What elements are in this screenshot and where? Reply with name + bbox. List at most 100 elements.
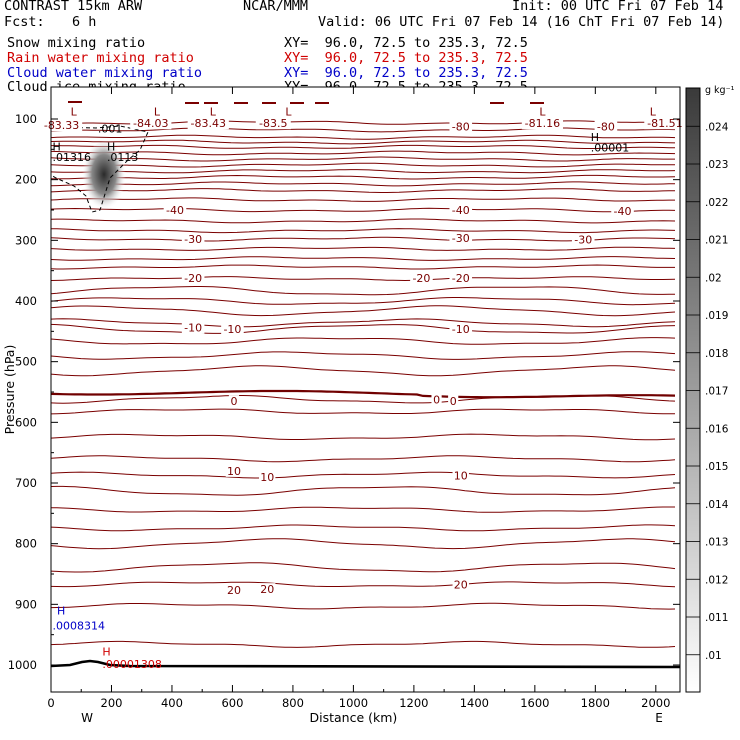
contour-label-bg	[130, 117, 172, 130]
contour-label: -30	[452, 232, 470, 245]
cloud-ice-contour	[50, 125, 149, 213]
contour-line	[50, 197, 675, 202]
contour-label-bg	[571, 233, 595, 246]
contour-label: -81.16	[525, 117, 560, 130]
contour-label-bg	[431, 393, 442, 406]
contour-label-bg	[410, 271, 433, 284]
contour-label-bg	[449, 231, 473, 244]
contour-line	[50, 256, 676, 261]
extremum-label: .0008314	[53, 620, 106, 633]
x-tick-label: 200	[101, 696, 123, 710]
x-tick-label: 1600	[520, 696, 549, 710]
contour-line	[50, 323, 676, 334]
extremum-label: L	[539, 106, 546, 119]
x-tick-label: 800	[282, 696, 304, 710]
colorbar-tick-label: .016	[705, 423, 729, 435]
extremum-label: L	[285, 106, 292, 119]
contour-label-bg	[228, 395, 240, 408]
x-tick-label: 400	[161, 696, 183, 710]
contour-line	[50, 228, 676, 234]
contour-label: -40	[614, 205, 632, 218]
contour-label: -80	[452, 120, 470, 133]
contour-label: -40	[166, 204, 184, 217]
colorbar-tick-label: .017	[705, 386, 728, 398]
extremum-label: H	[53, 140, 61, 153]
colorbar	[685, 87, 701, 693]
contour-line	[50, 134, 676, 140]
plot-frame	[50, 86, 681, 693]
contour-label-bg	[449, 271, 473, 284]
contour-line	[50, 150, 676, 156]
contour-label-bg	[644, 117, 686, 130]
contour-label: -83.43	[191, 117, 226, 130]
terrain-line	[50, 659, 681, 669]
contour-label: 0	[433, 393, 440, 406]
contour-label: -10	[452, 323, 470, 336]
contour-line	[50, 276, 676, 282]
extremum-label: .00001	[591, 142, 630, 155]
contour-label-bg	[448, 395, 459, 408]
extremum-label: L	[210, 106, 217, 119]
x-end-label-east: E	[655, 711, 663, 725]
x-tick-label: 2000	[641, 696, 670, 710]
extremum-label: H	[591, 131, 599, 144]
contour-label-bg	[259, 583, 276, 596]
contour-label: -40	[452, 204, 470, 217]
y-tick-label: 500	[15, 355, 37, 369]
y-tick-label: 1000	[8, 658, 37, 672]
contour-label: -20	[184, 272, 202, 285]
contour-label: -80	[597, 120, 615, 133]
field-snow-xy: XY= 96.0, 72.5 to 235.3, 72.5	[284, 35, 528, 51]
init-time: Init: 00 UTC Fri 07 Feb 14	[512, 0, 724, 14]
contour-line	[50, 162, 676, 168]
contour-label: -10	[184, 322, 202, 335]
colorbar-tick-label: .018	[705, 348, 728, 360]
contour-line	[50, 538, 676, 550]
contour-line	[50, 524, 676, 532]
colorbar-tick-label: .011	[705, 612, 728, 624]
y-tick-label: 700	[15, 476, 37, 490]
field-rain-xy: XY= 96.0, 72.5 to 235.3, 72.5	[284, 50, 528, 66]
contour-label-bg	[449, 120, 473, 133]
plot-title: CONTRAST 15km ARW	[4, 0, 143, 14]
contour-label: 20	[260, 583, 274, 596]
contour-line	[50, 602, 676, 610]
contour-line	[50, 181, 676, 187]
contour-label-bg	[187, 117, 229, 130]
y-tick-label: 200	[15, 173, 37, 187]
contour-label-bg	[449, 322, 473, 335]
contour-line	[50, 337, 676, 345]
contour-label: -81.51	[647, 117, 682, 130]
extremum-label: L	[650, 106, 657, 119]
x-tick-label: 1000	[339, 696, 368, 710]
contour-label-bg	[521, 117, 564, 130]
forecast-label: Fcst:	[4, 14, 45, 30]
contour-label-bg	[181, 321, 205, 334]
contour-label-bg	[225, 583, 243, 596]
contour-label: -10	[223, 323, 241, 336]
extremum-label: H	[57, 604, 65, 617]
contour-line	[50, 455, 676, 463]
contour-label-bg	[181, 271, 205, 284]
colorbar-unit: g kg⁻¹	[705, 85, 735, 96]
y-tick-label: 100	[15, 112, 37, 126]
contour-line	[50, 471, 676, 479]
y-tick-label: 900	[15, 597, 37, 611]
contour-line	[50, 433, 676, 441]
contour-label: -30	[574, 234, 592, 247]
colorbar-tick-label: .019	[705, 310, 728, 322]
contour-line	[50, 169, 676, 174]
contour-line	[50, 174, 676, 180]
y-tick-label: 400	[15, 294, 37, 308]
field-cloudwater-xy: XY= 96.0, 72.5 to 235.3, 72.5	[284, 65, 528, 81]
contour-label-bg	[452, 578, 469, 591]
field-snow-name: Snow mixing ratio	[7, 35, 146, 51]
y-tick-label: 600	[15, 415, 37, 429]
contour-line	[50, 246, 676, 251]
forecast-hour: 6 h	[72, 14, 97, 30]
contour-label: 0	[230, 395, 237, 408]
extremum-label: .001	[98, 123, 123, 136]
y-tick-label: 800	[15, 537, 37, 551]
contour-label-bg	[259, 470, 276, 483]
